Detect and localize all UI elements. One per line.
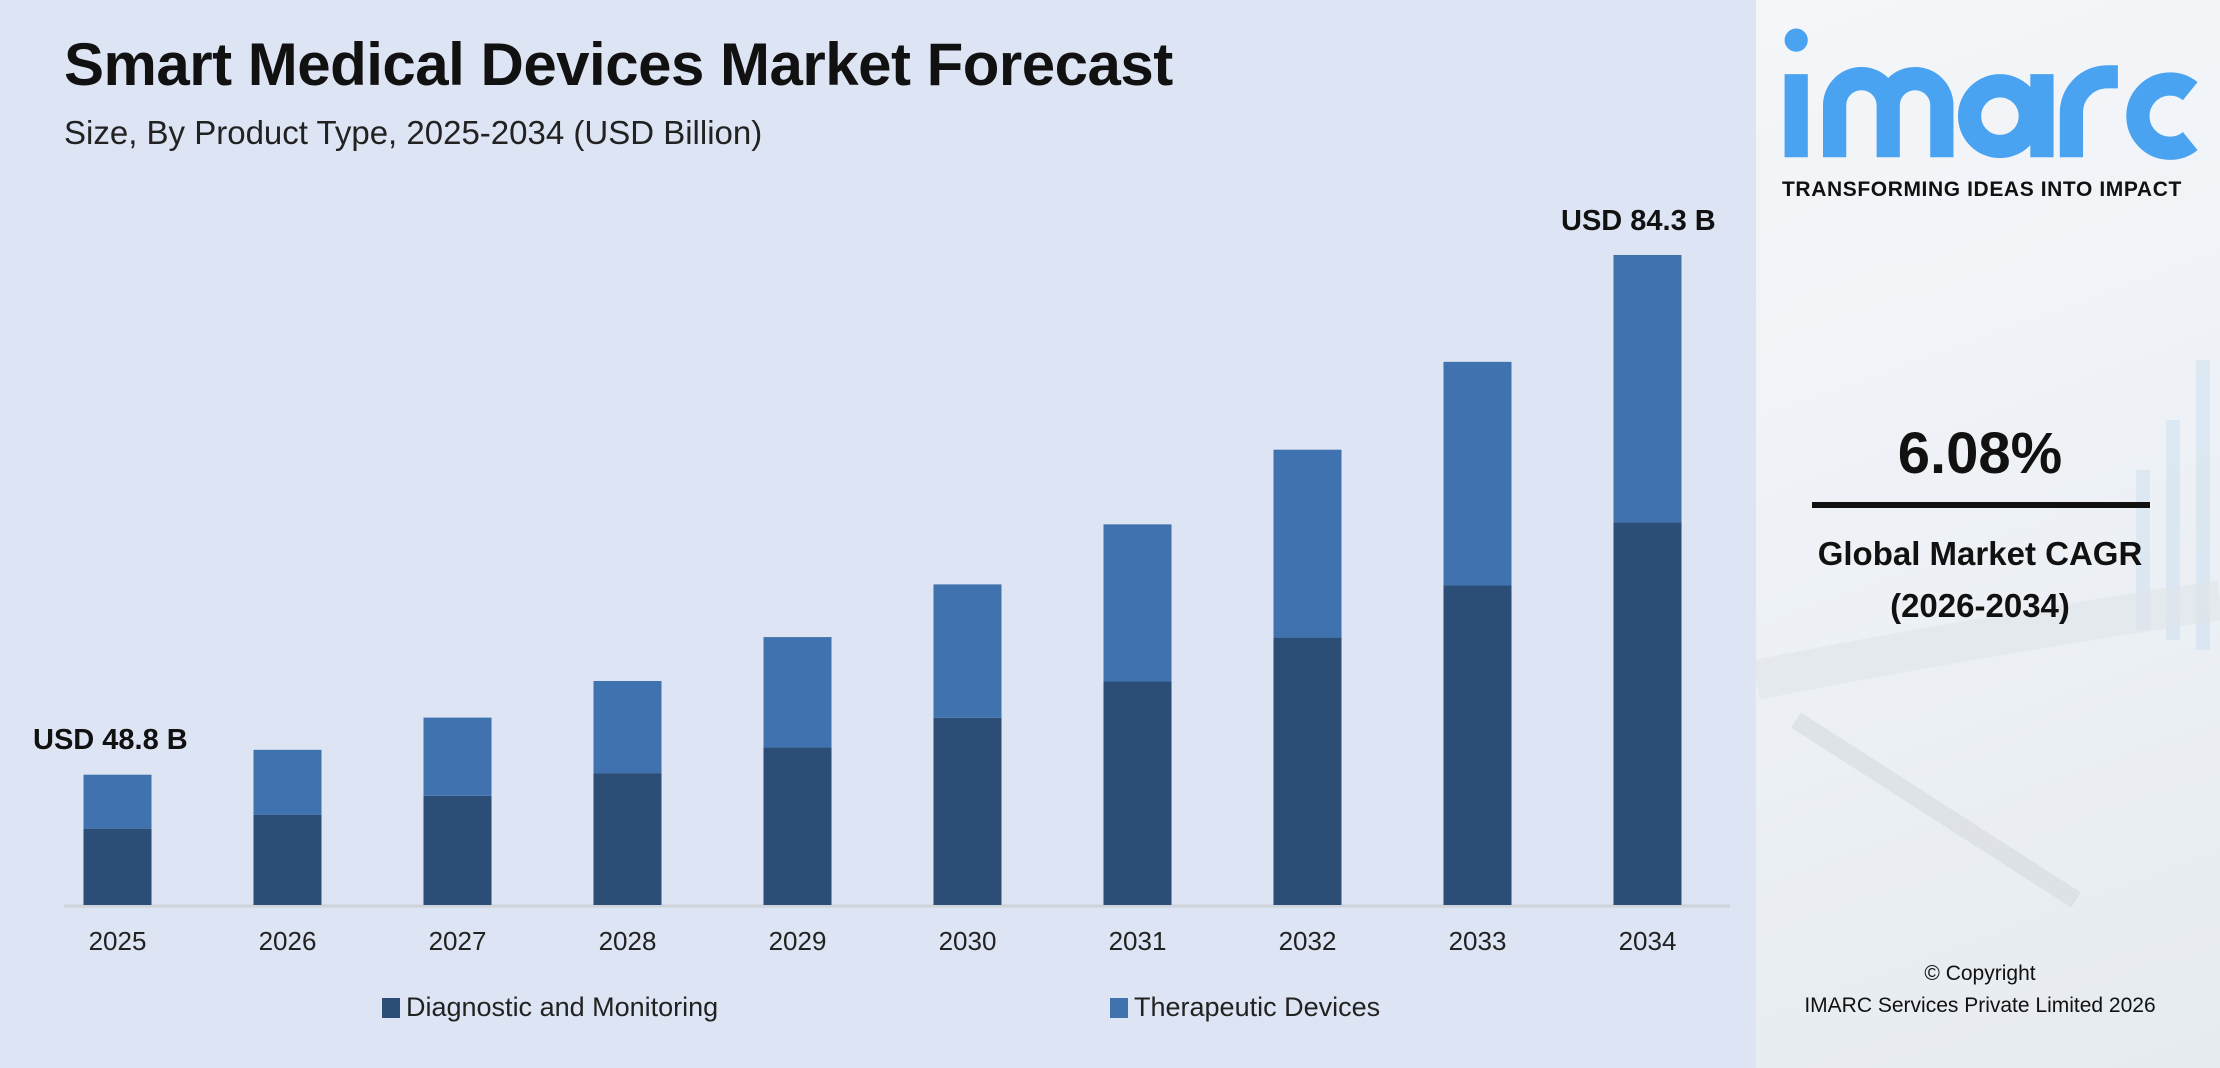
chart-panel: Smart Medical Devices Market Forecast Si…: [0, 0, 1756, 1068]
bar-2034-therapeutic: [1613, 254, 1682, 523]
legend-label-therapeutic: Therapeutic Devices: [1134, 992, 1381, 1022]
bar-2025-therapeutic: [83, 774, 152, 829]
annotation-2034: USD 84.3 B: [1561, 205, 1716, 237]
bar-2032-therapeutic: [1273, 449, 1342, 638]
x-tick-2028: 2028: [598, 926, 657, 956]
bar-2027-diagnostic: [423, 795, 492, 905]
annotation-2025: USD 48.8 B: [33, 724, 188, 756]
x-tick-2033: 2033: [1448, 926, 1507, 956]
cagr-value: 6.08%: [1897, 421, 2063, 486]
logo-tagline: TRANSFORMING IDEAS INTO IMPACT: [1782, 178, 2182, 201]
x-tick-2027: 2027: [428, 926, 487, 956]
x-tick-2031: 2031: [1108, 926, 1167, 956]
x-tick-2034: 2034: [1618, 926, 1677, 956]
cagr-divider: [1812, 502, 2150, 508]
x-tick-2025: 2025: [88, 926, 147, 956]
bar-2033-diagnostic: [1443, 585, 1512, 905]
legend-swatch-diagnostic: [382, 997, 400, 1018]
x-tick-2026: 2026: [258, 926, 317, 956]
bar-2027-therapeutic: [423, 717, 492, 796]
bars-group: [83, 254, 1682, 905]
legend-item-diagnostic: Diagnostic and Monitoring: [382, 992, 718, 1023]
chart-subtitle: Size, By Product Type, 2025-2034 (USD Bi…: [64, 114, 763, 151]
bar-chart: [64, 254, 1730, 908]
cagr-period: (2026-2034): [1890, 587, 2070, 624]
x-tick-2030: 2030: [938, 926, 997, 956]
background-decoration: [1756, 360, 2220, 908]
bar-2029-therapeutic: [763, 637, 832, 748]
bar-2026-diagnostic: [253, 814, 322, 905]
copyright-symbol-line: © Copyright: [1924, 962, 2036, 985]
bar-2034-diagnostic: [1613, 522, 1682, 905]
bar-2028-therapeutic: [593, 681, 662, 774]
copyright-owner: IMARC Services Private Limited 2026: [1804, 994, 2156, 1017]
bar-2030-diagnostic: [933, 717, 1002, 905]
bar-2031-therapeutic: [1103, 524, 1172, 682]
bar-2030-therapeutic: [933, 584, 1002, 718]
chart-title: Smart Medical Devices Market Forecast: [64, 31, 1173, 98]
x-tick-2029: 2029: [768, 926, 827, 956]
side-panel: TRANSFORMING IDEAS INTO IMPACT 6.08% Glo…: [1756, 0, 2220, 1068]
legend-item-therapeutic: Therapeutic Devices: [1110, 992, 1380, 1023]
bar-2032-diagnostic: [1273, 637, 1342, 905]
bar-2025-diagnostic: [83, 828, 152, 905]
bar-2033-therapeutic: [1443, 361, 1512, 586]
x-tick-2032: 2032: [1278, 926, 1337, 956]
legend-label-diagnostic: Diagnostic and Monitoring: [406, 992, 719, 1022]
bar-2028-diagnostic: [593, 773, 662, 905]
bar-2031-diagnostic: [1103, 681, 1172, 905]
bar-2026-therapeutic: [253, 749, 322, 815]
legend-swatch-therapeutic: [1110, 997, 1128, 1018]
imarc-logo: [1784, 28, 2198, 160]
cagr-label: Global Market CAGR: [1817, 535, 2143, 572]
bar-2029-diagnostic: [763, 747, 832, 905]
